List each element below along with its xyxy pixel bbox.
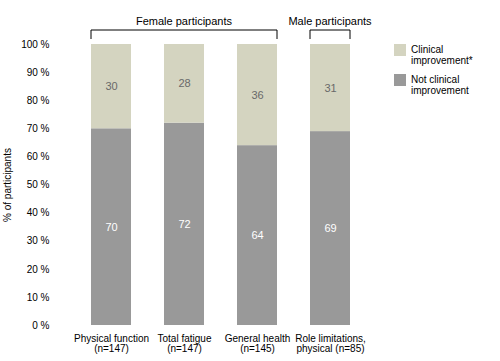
svg-text:Total fatigue(n=147): Total fatigue(n=147) — [158, 333, 212, 354]
svg-text:80 %: 80 % — [27, 95, 50, 106]
svg-text:% of participants: % of participants — [2, 148, 13, 222]
svg-text:28: 28 — [178, 77, 190, 89]
html-text:Not clinical improvement: Not clinical improvement — [411, 74, 469, 96]
svg-text:0 %: 0 % — [32, 320, 49, 331]
html-text:Clinical improvement*: Clinical improvement* — [411, 44, 473, 66]
svg-text:70: 70 — [105, 221, 117, 233]
svg-text:50 %: 50 % — [27, 179, 50, 190]
svg-text:40 %: 40 % — [27, 207, 50, 218]
svg-text:36: 36 — [251, 89, 263, 101]
svg-text:60 %: 60 % — [27, 151, 50, 162]
svg-text:30 %: 30 % — [27, 235, 50, 246]
svg-text:69: 69 — [324, 222, 336, 234]
svg-text:General health(n=145): General health(n=145) — [225, 333, 291, 354]
svg-text:Role limitations,physical (n=8: Role limitations,physical (n=85) — [295, 333, 366, 354]
svg-text:64: 64 — [251, 229, 263, 241]
svg-text:20 %: 20 % — [27, 264, 50, 275]
svg-text:100 %: 100 % — [21, 39, 49, 50]
svg-text:72: 72 — [178, 218, 190, 230]
svg-text:10 %: 10 % — [27, 292, 50, 303]
svg-text:Female participants: Female participants — [136, 15, 232, 27]
svg-text:90 %: 90 % — [27, 67, 50, 78]
svg-text:Male participants: Male participants — [288, 15, 372, 27]
svg-text:Physical function(n=147): Physical function(n=147) — [74, 333, 149, 354]
svg-text:31: 31 — [324, 82, 336, 94]
svg-text:30: 30 — [105, 80, 117, 92]
svg-text:70 %: 70 % — [27, 123, 50, 134]
